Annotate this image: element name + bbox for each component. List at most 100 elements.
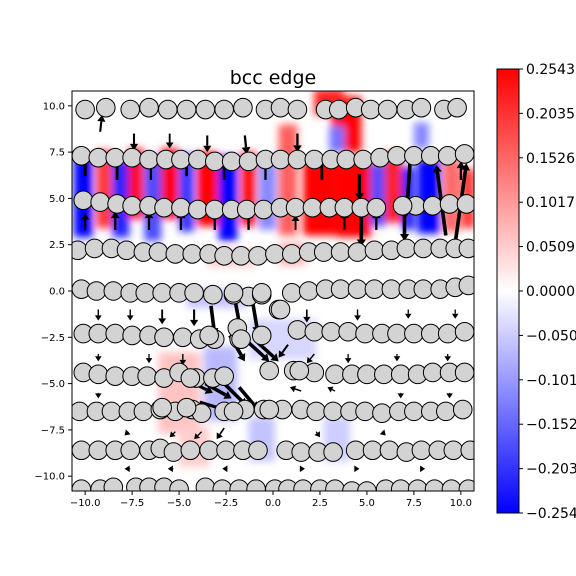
arrow-head [261,353,270,362]
arrow-shaft [222,382,243,403]
displacement-arrow [124,465,131,473]
atom-marker [182,244,203,264]
displacement-arrow [404,309,412,319]
atom-marker [105,147,126,168]
arrow-head [379,429,386,436]
atom-marker [313,242,334,262]
atom-marker [223,283,244,303]
atom-marker [443,440,464,461]
colorbar-tick-label: 0.2035 [526,106,575,122]
displacement-arrow [293,133,302,153]
atom-marker [454,144,474,164]
displacement-arrow [167,465,174,473]
atom-marker [120,440,141,461]
atom-markers [72,97,474,491]
atom-marker [392,196,413,216]
arrow-head [110,211,120,219]
atom-marker [452,399,473,420]
atom-marker [216,440,236,461]
displacement-arrow [289,385,302,393]
arrow-head [124,465,130,473]
displacement-arrow [222,465,228,473]
arrow-head [203,145,212,153]
atom-marker [458,479,474,491]
arrow-head [456,161,466,169]
atom-marker [345,440,366,461]
arrow-head [204,385,213,394]
atom-marker [436,401,456,422]
arrow-head [241,146,251,154]
arrow-head [167,465,173,473]
arrow-shaft [199,400,218,410]
atom-marker [88,440,109,461]
y-tick-label: 7.5 [49,148,65,159]
atom-marker [204,151,225,172]
x-tick-label: −5.0 [167,498,191,509]
arrow-head [126,315,134,321]
displacement-arrow [456,161,466,180]
arrow-head [354,315,361,321]
atom-marker [342,481,362,491]
atom-marker [420,146,441,166]
y-tick-label: −7.5 [41,425,65,436]
arrow-shaft [243,135,248,148]
atom-marker [105,323,126,344]
atom-marker [139,97,159,118]
atom-marker [447,97,467,118]
atom-marker [293,479,313,491]
displacement-arrow [94,353,102,362]
atom-marker [360,99,381,120]
arrow-head [223,391,232,399]
displacement-arrow [179,353,187,366]
atom-marker [454,321,474,342]
displacement-arrow [194,431,203,440]
arrow-head [293,145,302,153]
atom-marker [422,362,443,383]
atom-marker [86,281,107,301]
atom-marker [422,196,443,216]
atom-marker [304,321,325,342]
atom-marker [72,401,90,422]
atom-marker [366,197,387,218]
arrow-shaft [281,344,289,354]
arrow-head [404,313,412,319]
atom-marker [154,327,174,348]
arrow-head [216,432,223,440]
displacement-arrow [81,213,90,230]
displacement-arrow [165,133,174,149]
atom-marker [404,401,424,422]
arrow-shaft [99,121,103,132]
arrow-head [179,359,187,366]
atom-marker [248,246,268,266]
atom-marker [259,360,280,381]
atom-marker [270,97,291,118]
atom-marker [325,479,345,491]
atom-marker [441,479,462,491]
atom-marker [199,440,219,461]
atom-marker [404,323,424,344]
displacement-arrow [189,309,199,327]
atom-marker [372,403,392,424]
arrow-head [81,213,90,220]
atom-marker [165,244,186,264]
atom-marker [246,479,266,491]
arrow-head [354,465,360,473]
arrow-head [289,385,297,393]
atom-marker [265,244,285,264]
atom-marker [214,246,234,266]
atom-marker [96,97,116,118]
arrow-head [291,215,300,222]
atom-marker [188,149,208,170]
atom-marker [302,197,323,218]
displacement-arrow [451,309,459,319]
atom-marker [90,192,110,212]
atom-marker [248,440,268,461]
arrow-head [194,433,201,440]
atom-marker [180,368,201,388]
atom-marker [355,401,375,422]
arrow-head [451,313,459,319]
atom-marker [404,146,424,166]
colorbar-tick-label: 0.0000 [526,284,575,300]
atom-marker [199,325,219,346]
atom-marker [413,279,434,299]
